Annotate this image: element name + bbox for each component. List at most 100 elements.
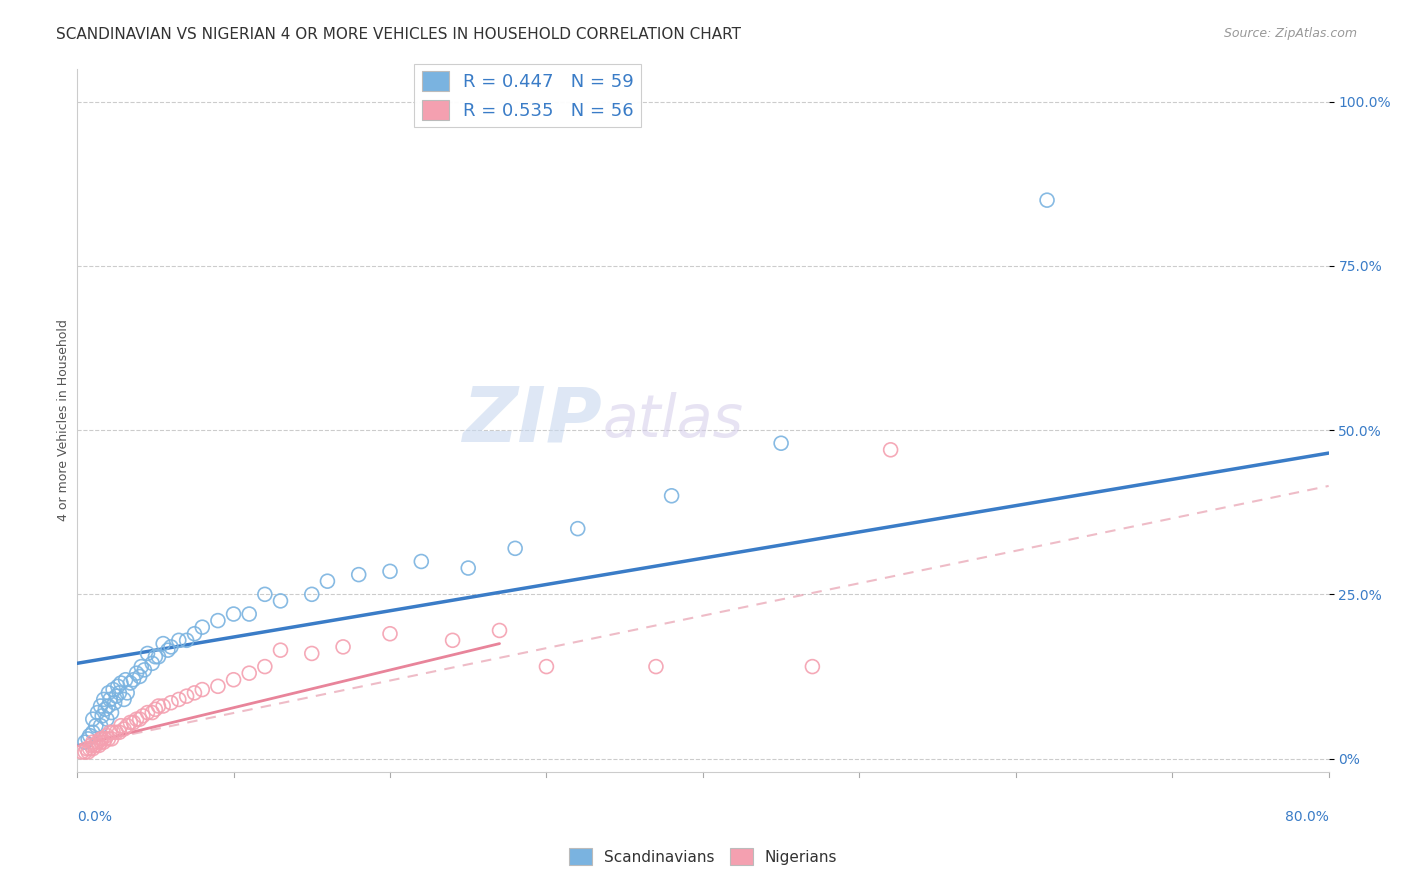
Point	[110, 719, 132, 733]
Point	[378, 565, 401, 579]
Point	[90, 719, 112, 733]
Point	[316, 574, 339, 589]
Point	[82, 725, 104, 739]
Point	[148, 698, 170, 713]
Point	[114, 673, 136, 687]
Point	[253, 659, 276, 673]
Point	[879, 442, 901, 457]
Point	[457, 561, 479, 575]
Point	[86, 706, 108, 720]
Point	[108, 725, 131, 739]
Legend: Scandinavians, Nigerians: Scandinavians, Nigerians	[562, 842, 844, 871]
Point	[101, 725, 124, 739]
Point	[222, 673, 245, 687]
Point	[128, 712, 150, 726]
Point	[80, 739, 103, 753]
Point	[110, 676, 132, 690]
Point	[98, 725, 121, 739]
Point	[270, 594, 292, 608]
Point	[661, 489, 683, 503]
Point	[128, 669, 150, 683]
Point	[332, 640, 354, 654]
Point	[96, 712, 118, 726]
Point	[129, 659, 152, 673]
Point	[122, 673, 145, 687]
Point	[183, 626, 205, 640]
Point	[122, 715, 145, 730]
Point	[94, 702, 117, 716]
Text: ZIP: ZIP	[463, 384, 603, 458]
Point	[347, 567, 370, 582]
Point	[90, 698, 112, 713]
Point	[136, 706, 159, 720]
Point	[207, 679, 229, 693]
Legend: R = 0.447   N = 59, R = 0.535   N = 56: R = 0.447 N = 59, R = 0.535 N = 56	[415, 63, 641, 127]
Point	[91, 731, 114, 746]
Point	[207, 614, 229, 628]
Point	[104, 696, 127, 710]
Point	[176, 633, 198, 648]
Point	[125, 666, 148, 681]
Point	[87, 739, 110, 753]
Point	[770, 436, 793, 450]
Point	[98, 692, 121, 706]
Point	[108, 686, 131, 700]
Y-axis label: 4 or more Vehicles in Household: 4 or more Vehicles in Household	[58, 319, 70, 521]
Point	[100, 706, 122, 720]
Point	[132, 709, 155, 723]
Point	[148, 649, 170, 664]
Point	[143, 649, 166, 664]
Point	[270, 643, 292, 657]
Point	[93, 692, 115, 706]
Text: 0.0%: 0.0%	[77, 810, 112, 824]
Point	[167, 692, 190, 706]
Point	[97, 686, 120, 700]
Text: Source: ZipAtlas.com: Source: ZipAtlas.com	[1223, 27, 1357, 40]
Point	[191, 682, 214, 697]
Point	[143, 702, 166, 716]
Point	[441, 633, 464, 648]
Point	[378, 626, 401, 640]
Point	[91, 709, 114, 723]
Point	[96, 729, 118, 743]
Point	[76, 741, 98, 756]
Point	[645, 659, 668, 673]
Point	[73, 745, 96, 759]
Text: SCANDINAVIAN VS NIGERIAN 4 OR MORE VEHICLES IN HOUSEHOLD CORRELATION CHART: SCANDINAVIAN VS NIGERIAN 4 OR MORE VEHIC…	[56, 27, 741, 42]
Point	[160, 640, 183, 654]
Point	[301, 587, 323, 601]
Point	[136, 647, 159, 661]
Point	[83, 739, 105, 753]
Point	[105, 689, 128, 703]
Point	[112, 692, 135, 706]
Point	[77, 731, 100, 746]
Point	[82, 735, 104, 749]
Point	[90, 731, 112, 746]
Point	[105, 725, 128, 739]
Point	[183, 686, 205, 700]
Point	[115, 719, 138, 733]
Point	[101, 682, 124, 697]
Text: atlas: atlas	[603, 392, 744, 449]
Point	[253, 587, 276, 601]
Point	[301, 647, 323, 661]
Point	[97, 698, 120, 713]
Point	[107, 679, 129, 693]
Point	[100, 731, 122, 746]
Point	[567, 522, 589, 536]
Point	[238, 666, 260, 681]
Text: 80.0%: 80.0%	[1285, 810, 1329, 824]
Point	[90, 735, 112, 749]
Point	[115, 686, 138, 700]
Point	[84, 719, 107, 733]
Point	[238, 607, 260, 621]
Point	[79, 741, 101, 756]
Point	[82, 741, 104, 756]
Point	[112, 722, 135, 736]
Point	[134, 663, 156, 677]
Point	[222, 607, 245, 621]
Point	[86, 735, 108, 749]
Point	[120, 715, 142, 730]
Point	[191, 620, 214, 634]
Point	[156, 643, 179, 657]
